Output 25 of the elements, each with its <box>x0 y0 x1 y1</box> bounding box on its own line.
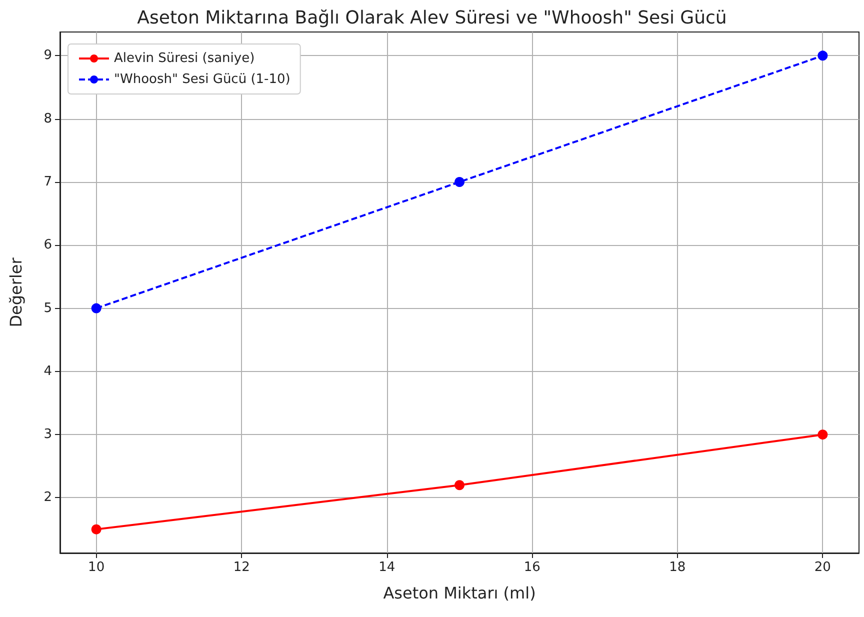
point <box>454 480 464 490</box>
y-tick-label: 3 <box>44 427 52 442</box>
x-tick-label: 10 <box>88 560 105 575</box>
point <box>818 50 828 61</box>
point <box>91 303 102 314</box>
y-tick-label: 8 <box>44 111 52 126</box>
x-tick-label: 20 <box>814 560 831 575</box>
y-tick-label: 6 <box>44 238 52 253</box>
y-tick-label: 7 <box>44 174 52 190</box>
x-tick-label: 14 <box>378 560 396 575</box>
y-tick-label: 4 <box>44 364 52 379</box>
point <box>91 524 102 534</box>
y-tick-label: 9 <box>44 48 52 64</box>
x-tick-label: 18 <box>669 560 686 575</box>
y-axis-title: Değerler <box>6 257 26 328</box>
legend-label: "Whoosh" Sesi Gücü (1-10) <box>114 72 290 87</box>
chart-title: Aseton Miktarına Bağlı Olarak Alev Süresi ve "Whoosh" Sesi Gücü <box>137 8 727 28</box>
y-tick-label: 2 <box>44 490 52 506</box>
x-tick-label: 12 <box>233 560 250 575</box>
x-tick-label: 16 <box>524 560 540 575</box>
legend-label: Alevin Süresi (saniye) <box>114 51 255 66</box>
point <box>818 430 828 440</box>
y-tick-label: 5 <box>44 300 52 316</box>
point <box>454 176 464 187</box>
x-axis-title: Aseton Miktarı (ml) <box>383 584 536 602</box>
